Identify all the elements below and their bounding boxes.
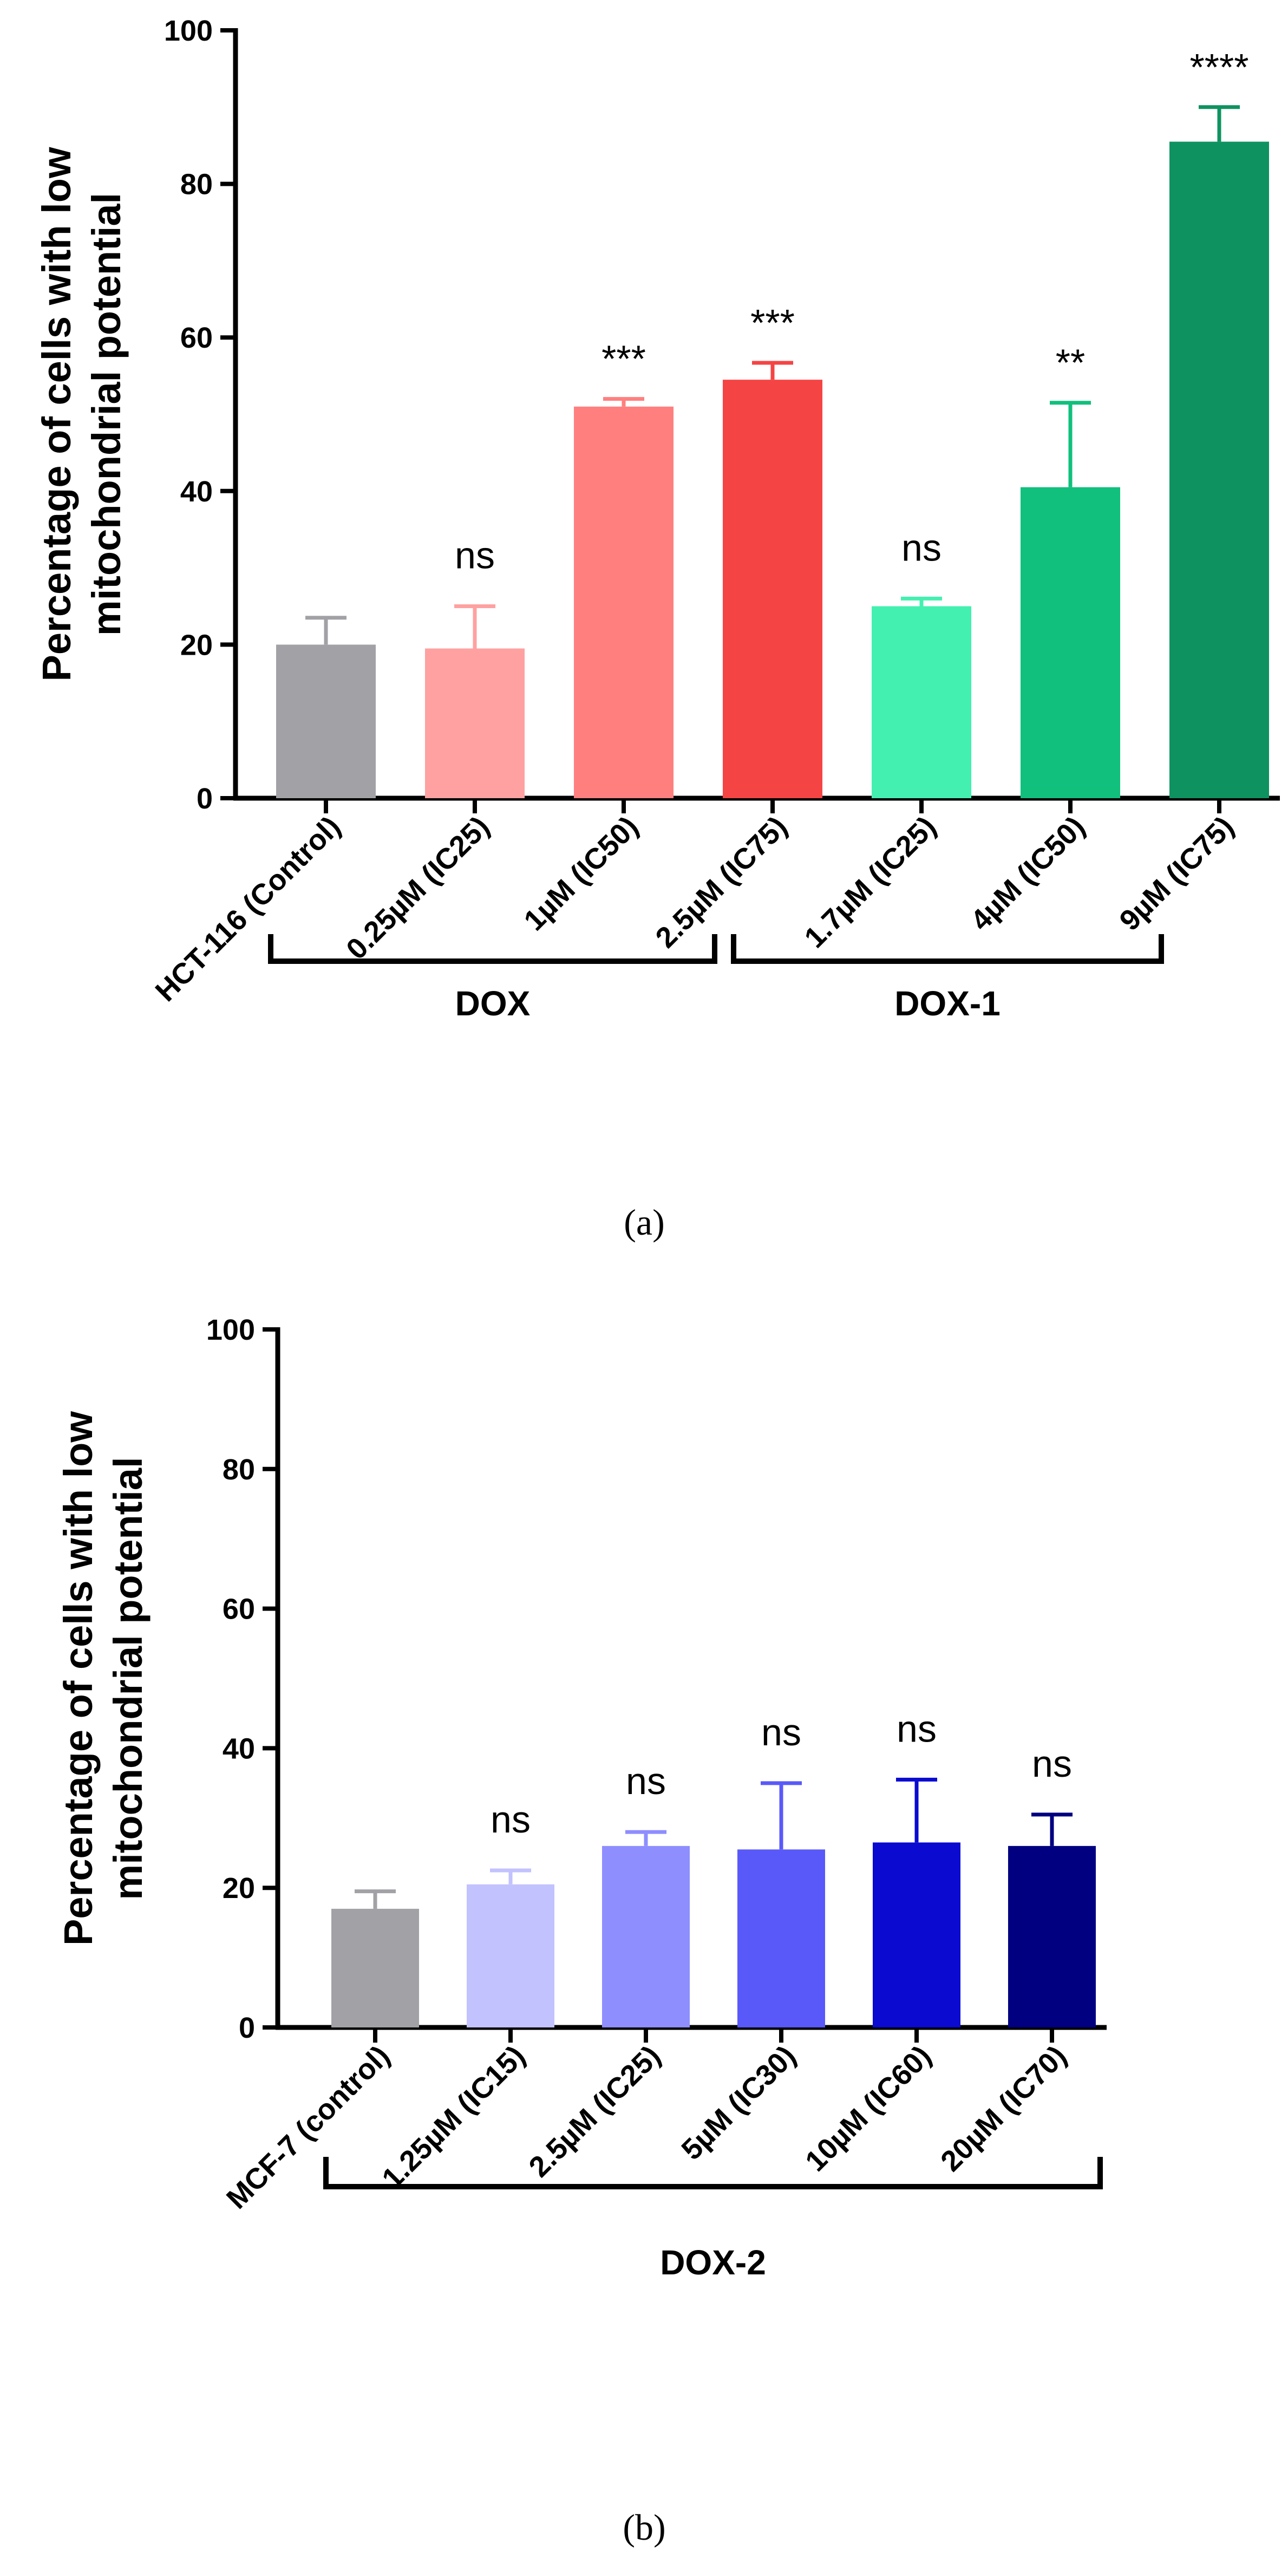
panel-b-bar — [331, 1908, 419, 2027]
panel-a-label: (a) — [624, 1202, 664, 1243]
panel-b-bar — [737, 1849, 825, 2027]
panel-a-y-axis-label: Percentage of cells with low mitochondria… — [34, 147, 129, 681]
panel-b-significance-label: ns — [897, 1707, 937, 1750]
panel-a-category-label: 9µM (IC75) — [1113, 810, 1240, 937]
panel-a-significance-label: ** — [1056, 342, 1085, 384]
panel-b-y-tick-label: 0 — [239, 2012, 255, 2044]
panel-a-category-label: 4µM (IC50) — [964, 810, 1091, 937]
panel-a-bar — [1169, 141, 1269, 798]
panel-b-bar — [873, 1842, 960, 2027]
panel-a-group-bracket — [731, 934, 1164, 964]
panel-a-y-axis-label-line1: Percentage of cells with low — [34, 147, 79, 681]
panel-a-bar — [1021, 487, 1120, 798]
panel-a-y-tick-label: 0 — [197, 782, 213, 815]
panel-b-y-tick-label: 60 — [223, 1593, 255, 1626]
panel-a-bar — [425, 648, 525, 798]
panel-a-y-tick-label: 20 — [180, 629, 213, 661]
panel-b-significance-label: ns — [761, 1711, 801, 1753]
panel-a-significance-label: ns — [455, 534, 495, 577]
panel-a-significance-label: *** — [601, 338, 646, 380]
panel-b-category-label: 10µM (IC60) — [799, 2039, 937, 2177]
panel-b-y-axis-label: Percentage of cells with low mitochondria… — [56, 1411, 151, 1946]
panel-a-y-axis-label-line2: mitochondrial potential — [84, 193, 129, 636]
panel-b-significance-label: ns — [626, 1760, 666, 1802]
panel-a-bar — [872, 606, 971, 798]
panel-a-significance-label: *** — [750, 302, 795, 344]
panel-a-category-label: 1µM (IC50) — [518, 810, 644, 937]
panel-b-significance-label: ns — [491, 1798, 531, 1841]
panel-b-category-label: 5µM (IC30) — [675, 2039, 802, 2166]
panel-a-group-label: DOX — [455, 984, 531, 1023]
panel-a-group-bracket — [268, 934, 717, 964]
panel-b-bar — [602, 1845, 690, 2027]
panel-a-bar — [723, 380, 822, 798]
panel-a-category-label: HCT-116 (Control) — [149, 810, 347, 1008]
panel-b-category-label: 1.25µM (IC15) — [376, 2039, 531, 2195]
panel-a-group-label: DOX-1 — [894, 984, 1001, 1023]
panel-a-y-tick-label: 80 — [180, 168, 213, 201]
panel-b-significance-label: ns — [1032, 1743, 1072, 1785]
panel-b-group-label: DOX-2 — [660, 2243, 766, 2282]
panel-a-y-tick-label: 100 — [164, 15, 213, 47]
panel-b-label: (b) — [623, 2507, 665, 2548]
panel-b-y-axis-label-line1: Percentage of cells with low — [56, 1411, 101, 1946]
panel-b-category-label: 20µM (IC70) — [934, 2039, 1073, 2177]
panel-b-bar — [467, 1884, 554, 2027]
panel-b-y-tick-label: 40 — [223, 1732, 255, 1765]
panel-a-significance-label: **** — [1190, 46, 1249, 88]
panel-b-y-axis-label-line2: mitochondrial potential — [106, 1457, 151, 1900]
panel-b-y-tick-label: 20 — [223, 1872, 255, 1905]
panel-a-y-tick-label: 40 — [180, 475, 213, 508]
panel-b-category-label: 2.5µM (IC25) — [522, 2039, 666, 2183]
panel-b-group-bracket — [323, 2157, 1103, 2189]
panel-a-category-label: 1.7µM (IC25) — [798, 810, 942, 954]
panel-b-y-tick-label: 80 — [223, 1453, 255, 1486]
panel-a-category-label: 2.5µM (IC75) — [649, 810, 793, 954]
panel-a-bar — [574, 406, 674, 798]
panel-b-bar — [1008, 1845, 1096, 2027]
panel-a-category-label: 0.25µM (IC25) — [340, 810, 495, 966]
panel-b-y-tick-label: 100 — [206, 1314, 255, 1346]
panel-a-y-tick-label: 60 — [180, 322, 213, 354]
panel-a-bar — [276, 644, 376, 798]
panel-a-significance-label: ns — [901, 526, 942, 569]
